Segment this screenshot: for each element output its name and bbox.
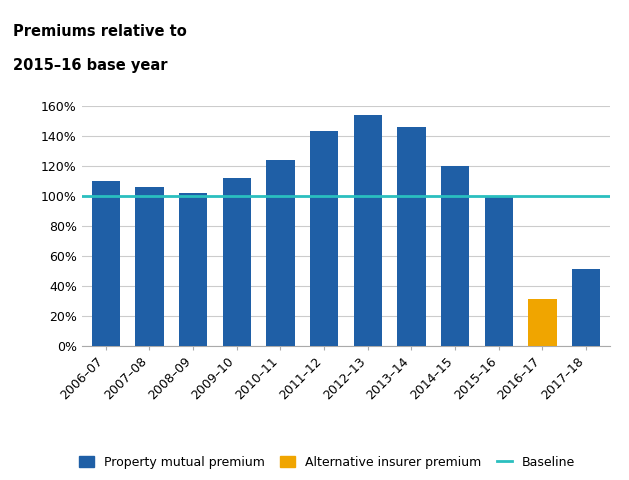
- Text: 2015–16 base year: 2015–16 base year: [13, 58, 167, 72]
- Bar: [310, 131, 338, 346]
- Bar: [179, 192, 208, 346]
- Bar: [135, 187, 164, 346]
- Bar: [223, 178, 251, 346]
- Bar: [266, 159, 294, 346]
- Bar: [528, 299, 557, 346]
- Bar: [398, 127, 426, 346]
- Bar: [572, 269, 600, 346]
- Bar: [441, 166, 469, 346]
- Legend: Property mutual premium, Alternative insurer premium, Baseline: Property mutual premium, Alternative ins…: [79, 456, 575, 469]
- Bar: [353, 115, 382, 346]
- Bar: [484, 197, 513, 346]
- Bar: [92, 180, 120, 346]
- Text: Premiums relative to: Premiums relative to: [13, 24, 186, 39]
